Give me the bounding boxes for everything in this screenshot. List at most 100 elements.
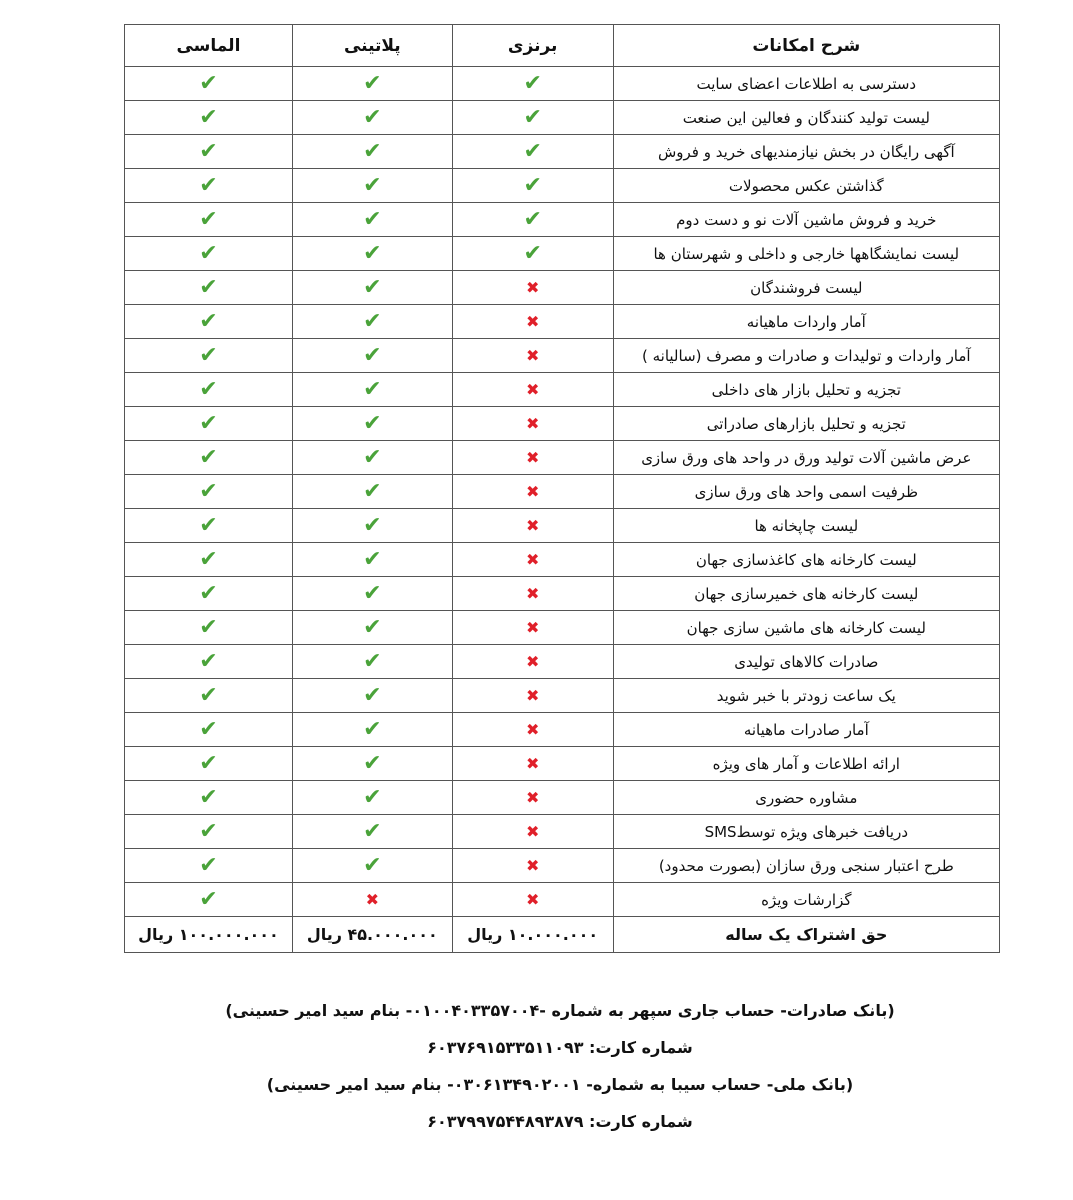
platinum-cell: ✔ <box>291 440 453 475</box>
check-icon: ✔ <box>363 240 382 266</box>
price-bronze: ۱۰.۰۰۰.۰۰۰ ریال <box>451 916 614 953</box>
check-icon: ✔ <box>363 716 382 742</box>
check-icon: ✔ <box>199 172 218 198</box>
diamond-cell: ✔ <box>124 882 293 917</box>
cross-icon: ✖ <box>525 346 540 365</box>
bronze-cell: ✖ <box>451 304 614 339</box>
table-row: آگهی رایگان در بخش نیازمندیهای خرید و فر… <box>124 134 1001 169</box>
cross-icon: ✖ <box>525 414 540 433</box>
table-row: ارائه اطلاعات و آمار های ویژه ✖ ✔ ✔ <box>124 746 1001 781</box>
bronze-cell: ✖ <box>451 712 614 747</box>
cross-icon: ✖ <box>525 516 540 535</box>
platinum-cell: ✔ <box>291 338 453 373</box>
bronze-cell: ✖ <box>451 338 614 373</box>
check-icon: ✔ <box>363 512 382 538</box>
diamond-cell: ✔ <box>124 406 293 441</box>
platinum-cell: ✔ <box>291 270 453 305</box>
check-icon: ✔ <box>199 240 218 266</box>
cross-icon: ✖ <box>365 890 380 909</box>
check-icon: ✔ <box>199 784 218 810</box>
table-row: لیست تولید کنندگان و فعالین این صنعت ✔ ✔ ✔ <box>124 100 1001 135</box>
diamond-cell: ✔ <box>124 542 293 577</box>
diamond-cell: ✔ <box>124 644 293 679</box>
bronze-cell: ✖ <box>451 576 614 611</box>
table-row: ظرفیت اسمی واحد های ورق سازی ✖ ✔ ✔ <box>124 474 1001 509</box>
check-icon: ✔ <box>523 206 542 232</box>
diamond-cell: ✔ <box>124 202 293 237</box>
check-icon: ✔ <box>363 784 382 810</box>
feature-cell: آمار واردات ماهیانه <box>612 304 1001 339</box>
diamond-cell: ✔ <box>124 304 293 339</box>
feature-cell: آگهی رایگان در بخش نیازمندیهای خرید و فر… <box>612 134 1001 169</box>
diamond-cell: ✔ <box>124 610 293 645</box>
platinum-cell: ✔ <box>291 576 453 611</box>
platinum-cell: ✔ <box>291 542 453 577</box>
cross-icon: ✖ <box>525 686 540 705</box>
check-icon: ✔ <box>199 70 218 96</box>
table-row: لیست چاپخانه ها ✖ ✔ ✔ <box>124 508 1001 543</box>
check-icon: ✔ <box>199 580 218 606</box>
check-icon: ✔ <box>199 716 218 742</box>
table-row: یک ساعت زودتر با خبر شوید ✖ ✔ ✔ <box>124 678 1001 713</box>
card-number-2: شماره کارت: ۶۰۳۷۹۹۷۵۴۴۸۹۳۸۷۹ <box>427 1112 693 1131</box>
check-icon: ✔ <box>199 444 218 470</box>
cross-icon: ✖ <box>525 312 540 331</box>
diamond-cell: ✔ <box>124 66 293 101</box>
feature-cell: ظرفیت اسمی واحد های ورق سازی <box>612 474 1001 509</box>
diamond-cell: ✔ <box>124 338 293 373</box>
bank-info: (بانک صادرات- حساب جاری سپهر به شماره -۰… <box>0 992 1073 1140</box>
cross-icon: ✖ <box>525 278 540 297</box>
table-row: گذاشتن عکس محصولات ✔ ✔ ✔ <box>124 168 1001 203</box>
check-icon: ✔ <box>363 682 382 708</box>
bronze-cell: ✖ <box>451 270 614 305</box>
bronze-cell: ✔ <box>451 168 614 203</box>
platinum-cell: ✔ <box>291 100 453 135</box>
bronze-cell: ✖ <box>451 610 614 645</box>
cross-icon: ✖ <box>525 584 540 603</box>
diamond-cell: ✔ <box>124 576 293 611</box>
diamond-cell: ✔ <box>124 236 293 271</box>
diamond-cell: ✔ <box>124 508 293 543</box>
cross-icon: ✖ <box>525 380 540 399</box>
bronze-cell: ✖ <box>451 678 614 713</box>
bronze-cell: ✖ <box>451 780 614 815</box>
check-icon: ✔ <box>199 138 218 164</box>
bronze-cell: ✔ <box>451 66 614 101</box>
bronze-cell: ✔ <box>451 202 614 237</box>
feature-cell: صادرات کالاهای تولیدی <box>612 644 1001 679</box>
check-icon: ✔ <box>363 478 382 504</box>
cross-icon: ✖ <box>525 890 540 909</box>
table-row: گزارشات ویژه ✖ ✖ ✔ <box>124 882 1001 917</box>
check-icon: ✔ <box>523 70 542 96</box>
feature-cell: لیست چاپخانه ها <box>612 508 1001 543</box>
diamond-cell: ✔ <box>124 100 293 135</box>
diamond-cell: ✔ <box>124 678 293 713</box>
check-icon: ✔ <box>363 138 382 164</box>
bronze-cell: ✖ <box>451 440 614 475</box>
diamond-cell: ✔ <box>124 134 293 169</box>
table-row: تجزیه و تحلیل بازار های داخلی ✖ ✔ ✔ <box>124 372 1001 407</box>
table-row: لیست کارخانه های کاغذسازی جهان ✖ ✔ ✔ <box>124 542 1001 577</box>
diamond-cell: ✔ <box>124 848 293 883</box>
check-icon: ✔ <box>363 274 382 300</box>
check-icon: ✔ <box>363 546 382 572</box>
header-row: شرح امکانات برنزی پلاتینی الماسی <box>124 24 1001 67</box>
bank-account-1: (بانک صادرات- حساب جاری سپهر به شماره -۰… <box>225 1001 895 1020</box>
platinum-cell: ✔ <box>291 508 453 543</box>
price-diamond: ۱۰۰.۰۰۰.۰۰۰ ریال <box>124 916 293 953</box>
header-features: شرح امکانات <box>612 24 1001 67</box>
table-row: تجزیه و تحلیل بازارهای صادراتی ✖ ✔ ✔ <box>124 406 1001 441</box>
bronze-cell: ✖ <box>451 542 614 577</box>
table-row: لیست فروشندگان ✖ ✔ ✔ <box>124 270 1001 305</box>
check-icon: ✔ <box>363 648 382 674</box>
bronze-cell: ✖ <box>451 508 614 543</box>
platinum-cell: ✔ <box>291 712 453 747</box>
platinum-cell: ✔ <box>291 678 453 713</box>
platinum-cell: ✔ <box>291 848 453 883</box>
feature-cell: لیست کارخانه های کاغذسازی جهان <box>612 542 1001 577</box>
card-number-1: شماره کارت: ۶۰۳۷۶۹۱۵۳۳۵۱۱۰۹۳ <box>427 1038 693 1057</box>
check-icon: ✔ <box>199 852 218 878</box>
feature-cell: خرید و فروش ماشین آلات نو و دست دوم <box>612 202 1001 237</box>
check-icon: ✔ <box>199 206 218 232</box>
table-row: لیست کارخانه های ماشین سازی جهان ✖ ✔ ✔ <box>124 610 1001 645</box>
